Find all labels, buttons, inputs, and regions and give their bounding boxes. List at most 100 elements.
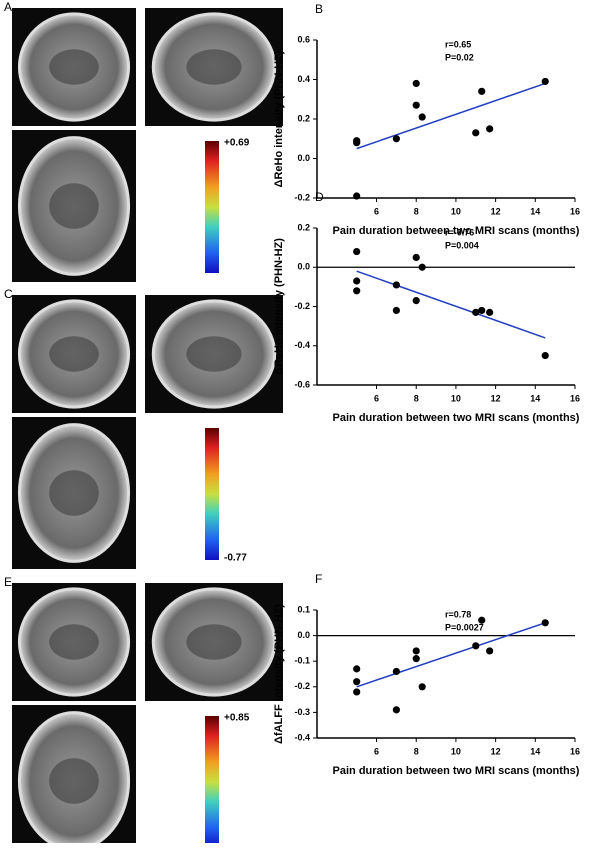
x-tick-label: 10 xyxy=(451,393,461,403)
data-point xyxy=(412,79,420,88)
mri-inner xyxy=(186,624,242,660)
data-point xyxy=(353,277,361,285)
colorbar-label: +0.69 xyxy=(224,138,250,149)
colorbar-label: +0.85 xyxy=(224,713,250,724)
data-point xyxy=(486,125,494,133)
x-tick-label: 12 xyxy=(491,393,501,403)
data-point xyxy=(486,308,494,316)
colorbar xyxy=(205,141,219,273)
data-point xyxy=(412,297,420,305)
trend-line xyxy=(356,82,546,150)
x-tick-label: 16 xyxy=(570,393,580,403)
data-point xyxy=(418,113,426,121)
y-axis-label: ΔReHo intensity (PHN-HZ) xyxy=(273,238,285,375)
y-tick-label: -0.4 xyxy=(294,340,310,350)
x-axis-label: Pain duration between two MRI scans (mon… xyxy=(333,412,580,424)
x-axis-label: Pain duration between two MRI scans (mon… xyxy=(333,765,580,777)
data-point xyxy=(353,247,361,256)
y-tick-label: 0.4 xyxy=(297,74,310,84)
mri-inner xyxy=(49,624,99,660)
panel-label: F xyxy=(315,572,322,586)
data-point xyxy=(392,281,400,289)
x-tick-label: 14 xyxy=(530,206,540,216)
colorbar xyxy=(205,428,219,560)
annotation: r=-0.76 xyxy=(445,227,474,237)
y-tick-label: 0.2 xyxy=(297,113,310,123)
data-point xyxy=(392,667,400,676)
colorbar xyxy=(205,716,219,848)
data-point xyxy=(541,351,549,360)
data-point xyxy=(478,87,486,95)
panel-label: B xyxy=(315,2,323,16)
panel-label: A xyxy=(4,0,12,14)
annotation: P=0.004 xyxy=(445,240,479,250)
data-point xyxy=(353,287,361,295)
y-tick-label: 0.1 xyxy=(297,604,310,614)
y-tick-label: 0.0 xyxy=(297,262,310,272)
data-point xyxy=(412,253,420,262)
data-point xyxy=(353,192,361,200)
y-tick-label: -0.2 xyxy=(294,192,310,202)
mri-inner xyxy=(49,49,99,85)
data-point xyxy=(353,139,361,147)
annotation: P=0.02 xyxy=(445,52,474,62)
x-tick-label: 10 xyxy=(451,746,461,756)
data-point xyxy=(353,688,361,696)
annotation: r=0.78 xyxy=(445,609,471,619)
y-tick-label: 0.2 xyxy=(297,222,310,232)
data-point xyxy=(392,135,400,143)
x-tick-label: 6 xyxy=(374,746,379,756)
x-tick-label: 8 xyxy=(414,206,419,216)
y-axis-label: ΔReHo intensity (PHN-HZ) xyxy=(273,50,285,187)
data-point xyxy=(392,706,400,714)
data-point xyxy=(412,647,420,655)
x-tick-label: 16 xyxy=(570,746,580,756)
data-point xyxy=(486,647,494,655)
x-tick-label: 10 xyxy=(451,206,461,216)
y-tick-label: -0.4 xyxy=(294,732,310,742)
mri-inner xyxy=(186,49,242,85)
trend-line xyxy=(356,270,546,339)
y-tick-label: -0.2 xyxy=(294,681,310,691)
data-point xyxy=(541,77,549,86)
data-point xyxy=(541,619,549,627)
annotation: r=0.65 xyxy=(445,39,471,49)
x-tick-label: 12 xyxy=(491,206,501,216)
trend-line xyxy=(356,622,546,688)
data-point xyxy=(472,308,480,316)
panel-label: C xyxy=(4,287,13,301)
y-tick-label: -0.1 xyxy=(294,656,310,666)
y-tick-label: -0.2 xyxy=(294,301,310,311)
colorbar-label: -0.77 xyxy=(224,553,247,564)
x-tick-label: 6 xyxy=(374,206,379,216)
y-tick-label: 0.6 xyxy=(297,34,310,44)
mri-inner xyxy=(186,336,242,372)
data-point xyxy=(412,655,420,663)
data-point xyxy=(478,616,486,624)
data-point xyxy=(418,263,426,271)
y-tick-label: 0.0 xyxy=(297,153,310,163)
x-tick-label: 16 xyxy=(570,206,580,216)
data-point xyxy=(353,665,361,673)
x-tick-label: 14 xyxy=(530,746,540,756)
panel-label: D xyxy=(315,190,324,204)
x-axis-label: Pain duration between two MRI scans (mon… xyxy=(333,225,580,237)
data-point xyxy=(418,683,426,691)
data-point xyxy=(412,101,420,109)
annotation: P=0.0027 xyxy=(445,622,484,632)
y-tick-label: -0.3 xyxy=(294,707,310,717)
x-tick-label: 8 xyxy=(414,393,419,403)
data-point xyxy=(353,678,361,686)
mri-inner xyxy=(49,183,99,229)
data-point xyxy=(392,306,400,315)
panel-label: E xyxy=(4,575,12,589)
data-point xyxy=(478,306,486,315)
mri-inner xyxy=(49,336,99,372)
y-tick-label: 0.0 xyxy=(297,630,310,640)
data-point xyxy=(472,129,480,137)
x-tick-label: 12 xyxy=(491,746,501,756)
mri-inner xyxy=(49,470,99,516)
y-axis-label: ΔfALFF intensity (PHN-HZ) xyxy=(273,604,285,744)
mri-inner xyxy=(49,758,99,804)
